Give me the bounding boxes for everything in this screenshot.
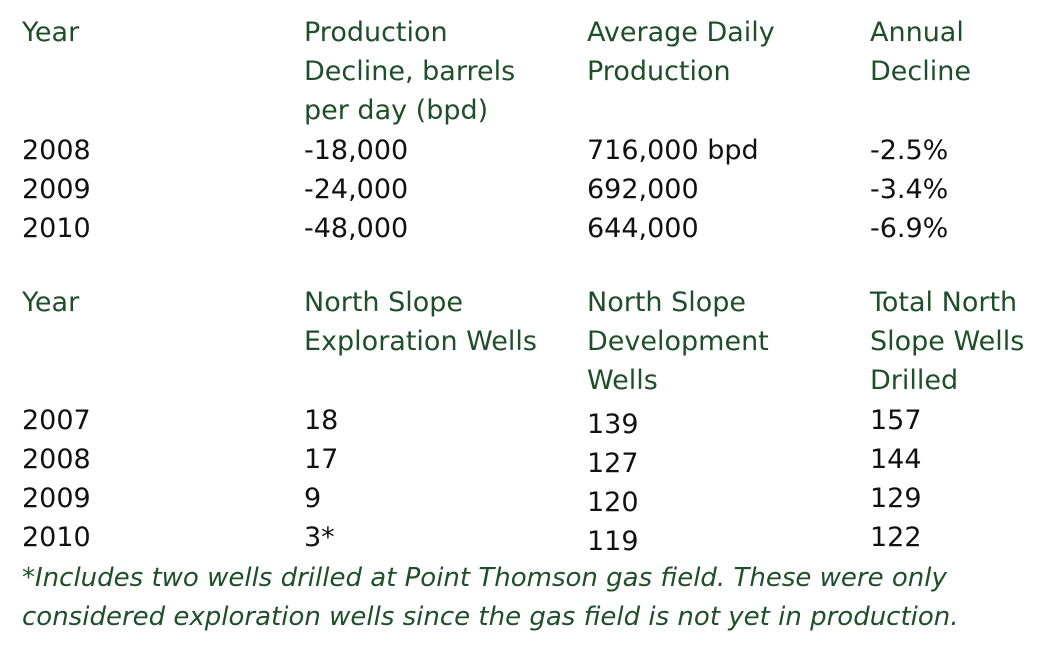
table2-cell-development-wells: 119: [587, 526, 639, 557]
table2-header-exploration-wells: North Slope Exploration Wells: [304, 283, 537, 361]
header-line: Decline: [870, 56, 971, 87]
table2-cell-year: 2007: [22, 405, 91, 436]
table2-cell-development-wells: 120: [587, 487, 639, 518]
table2-cell-exploration-wells: 17: [304, 444, 339, 475]
table1-header-production-decline: Production Decline, barrels per day (bpd…: [304, 13, 515, 130]
table2-header-year: Year: [22, 283, 79, 322]
footnote-line: *Includes two wells drilled at Point Tho…: [22, 563, 947, 593]
table1-header-annual-decline: Annual Decline: [870, 13, 971, 91]
table1-header-year: Year: [22, 13, 79, 52]
header-line: North Slope: [304, 287, 464, 318]
header-line: Slope Wells: [870, 326, 1025, 357]
table1-cell-annual-decline: -3.4%: [870, 174, 949, 205]
table2-header-total-wells: Total North Slope Wells Drilled: [870, 283, 1024, 400]
header-line: Year: [22, 17, 80, 48]
table1-cell-average-daily-production: 716,000 bpd: [587, 135, 759, 166]
table1-cell-average-daily-production: 644,000: [587, 213, 699, 244]
table2-cell-exploration-wells: 18: [304, 405, 339, 436]
header-line: Drilled: [870, 365, 959, 396]
header-line: Average Daily: [587, 17, 775, 48]
table1-cell-production-decline: -48,000: [304, 213, 409, 244]
table1-cell-year: 2010: [22, 213, 91, 244]
table2-cell-year: 2008: [22, 444, 91, 475]
table2-cell-development-wells: 139: [587, 409, 639, 440]
table1-cell-production-decline: -18,000: [304, 135, 409, 166]
header-line: Year: [22, 287, 80, 318]
header-line: North Slope: [587, 287, 747, 318]
table1-cell-year: 2009: [22, 174, 91, 205]
table2-cell-total-wells: 122: [870, 522, 922, 553]
table2-cell-year: 2009: [22, 483, 91, 514]
header-line: per day (bpd): [304, 95, 489, 126]
table2-cell-exploration-wells: 9: [304, 483, 322, 514]
table2-cell-total-wells: 157: [870, 405, 922, 436]
table2-cell-total-wells: 144: [870, 444, 922, 475]
header-line: Development: [587, 326, 769, 357]
table2-header-development-wells: North Slope Development Wells: [587, 283, 769, 400]
table1-cell-average-daily-production: 692,000: [587, 174, 699, 205]
table1-cell-production-decline: -24,000: [304, 174, 409, 205]
header-line: Total North: [870, 287, 1018, 318]
header-line: Production: [304, 17, 448, 48]
table1-header-average-daily-production: Average Daily Production: [587, 13, 775, 91]
table1-cell-annual-decline: -6.9%: [870, 213, 949, 244]
header-line: Decline, barrels: [304, 56, 516, 87]
table1-cell-annual-decline: -2.5%: [870, 135, 949, 166]
table1-cell-year: 2008: [22, 135, 91, 166]
header-line: Production: [587, 56, 731, 87]
table2-cell-exploration-wells: 3*: [304, 522, 335, 553]
table2-cell-development-wells: 127: [587, 448, 639, 479]
footnote: *Includes two wells drilled at Point Tho…: [22, 559, 1032, 637]
footnote-line: considered exploration wells since the g…: [22, 602, 959, 632]
table2-cell-total-wells: 129: [870, 483, 922, 514]
header-line: Annual: [870, 17, 964, 48]
header-line: Exploration Wells: [304, 326, 537, 357]
table2-cell-year: 2010: [22, 522, 91, 553]
header-line: Wells: [587, 365, 658, 396]
